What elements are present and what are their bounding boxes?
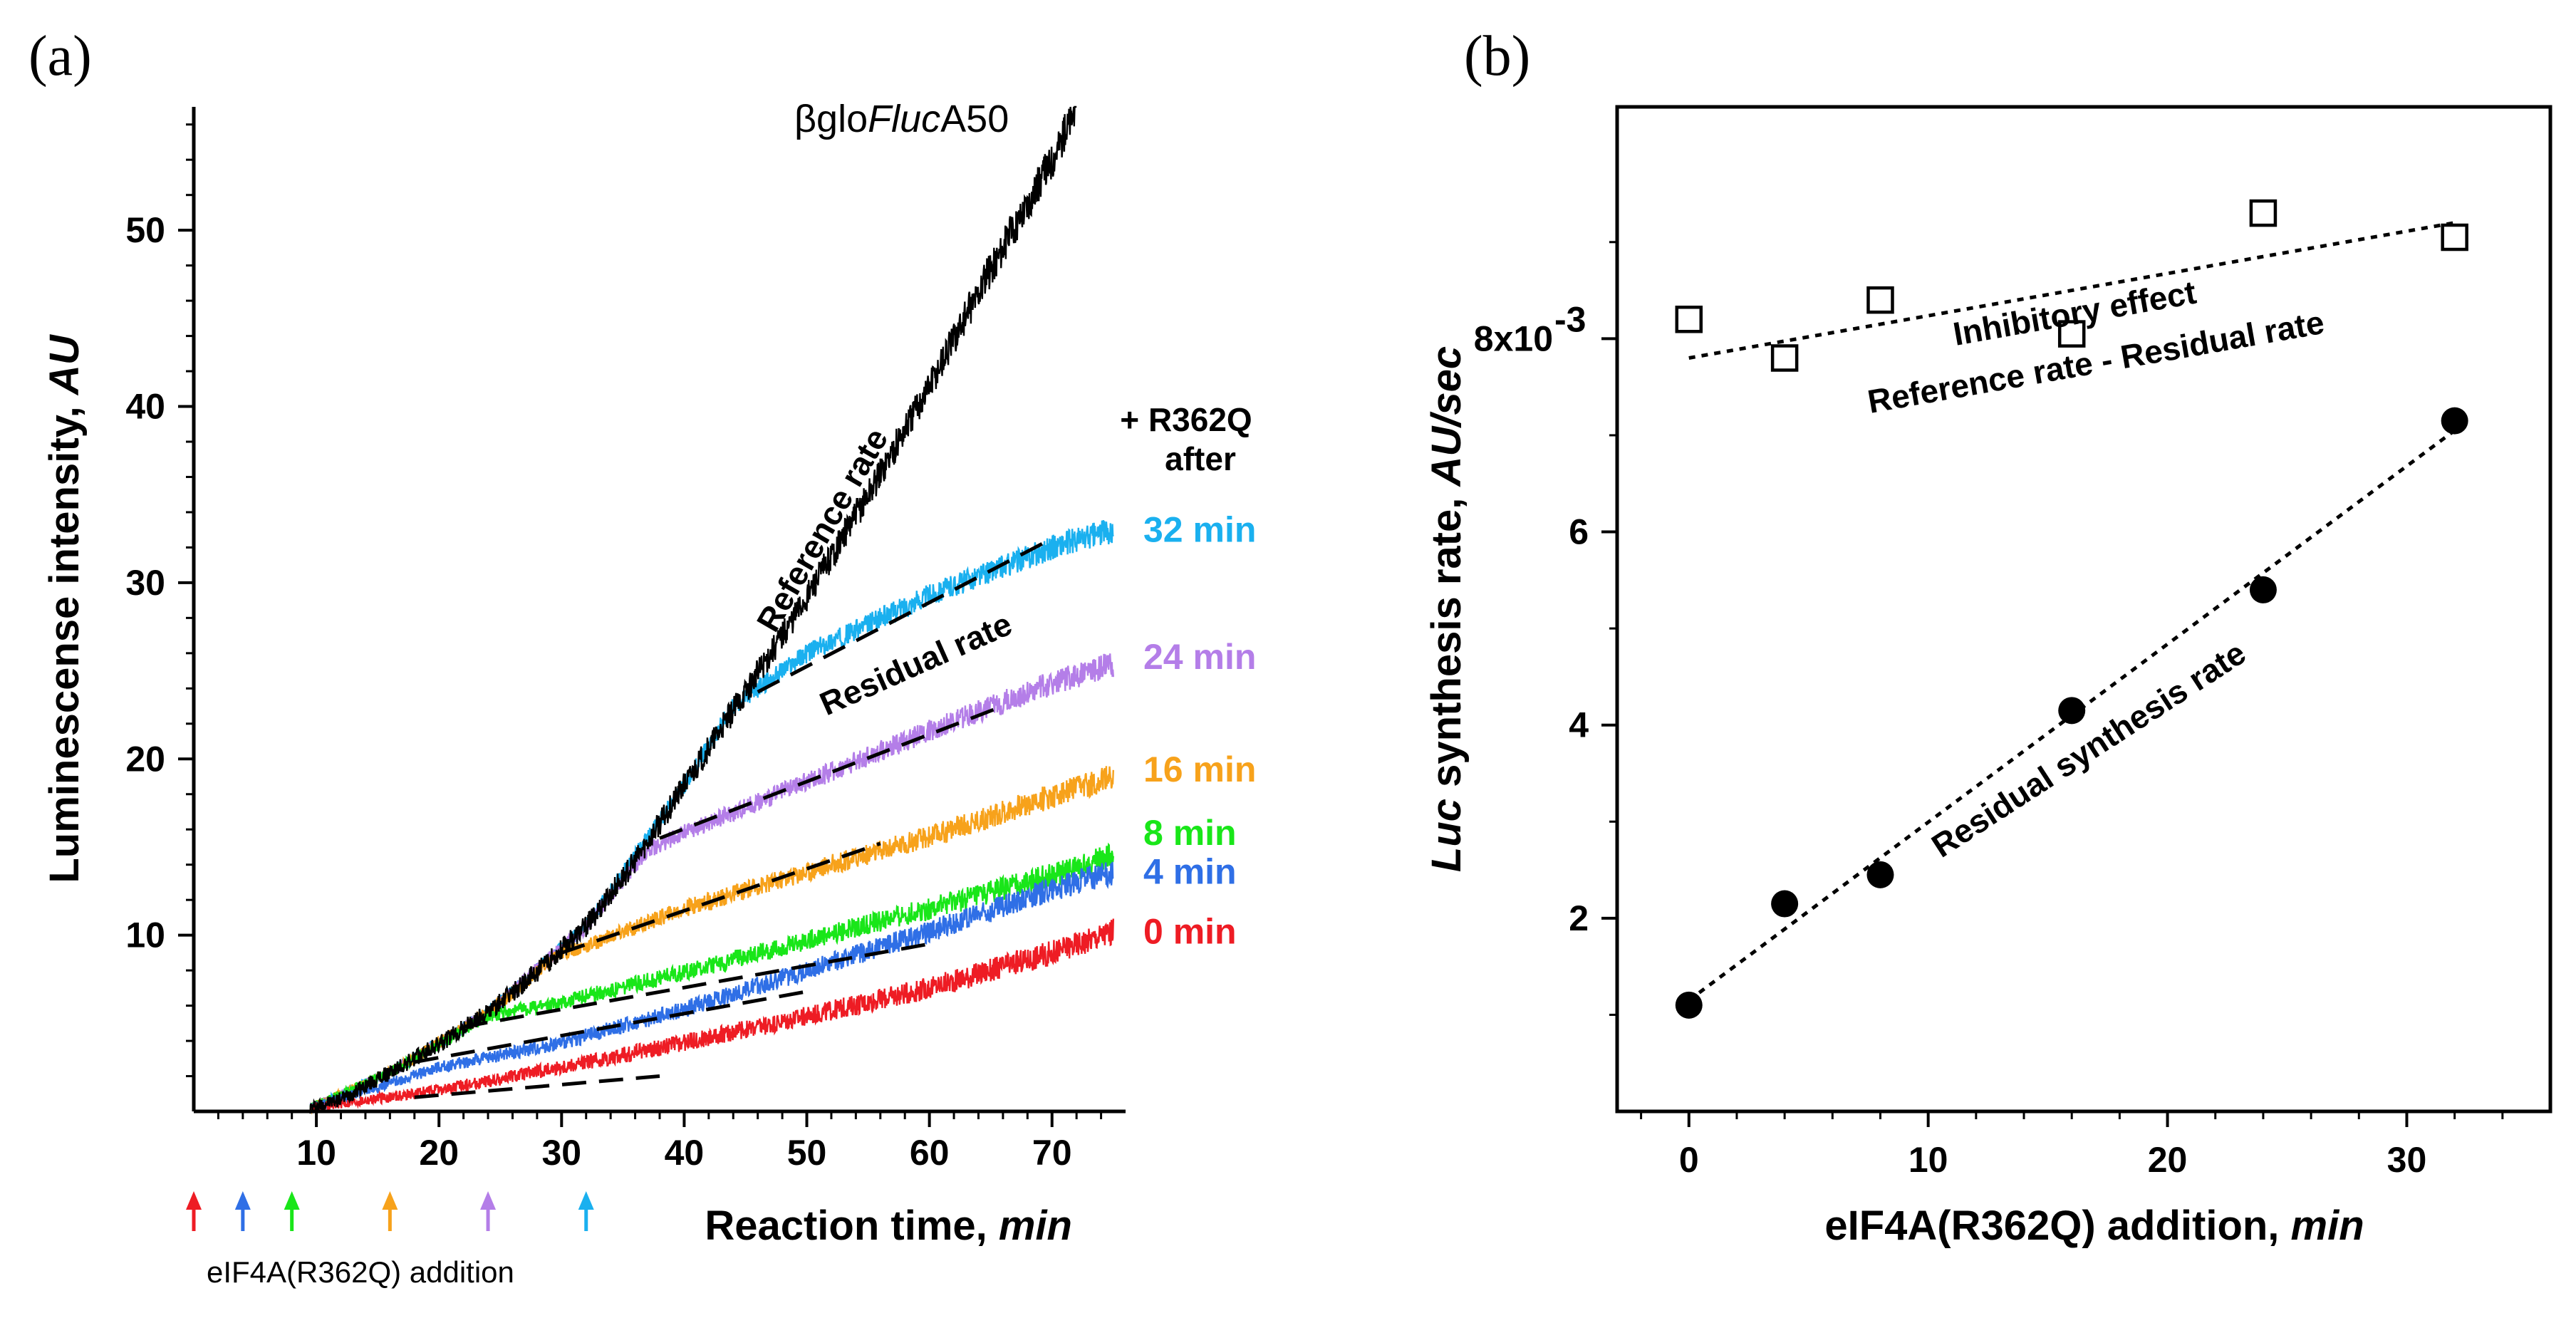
addition-arrow-head-5 [578,1191,594,1210]
fit-line-4 [659,704,1004,840]
label-32-min: 32 min [1143,510,1256,550]
b-x-tick-label-20: 20 [2148,1140,2188,1180]
b-x-tick-label-10: 10 [1908,1140,1948,1180]
panel-a-ticks: 10 20 30 40 50 60 70 10 20 30 40 50 [125,123,1103,1173]
inhibitory-point-3 [2057,320,2086,348]
a-y-tick-label-50: 50 [125,210,165,250]
inhibitory-point-1 [1770,344,1799,372]
fit-line-3 [561,841,881,955]
fit-line-5 [757,536,1053,694]
a-x-tick-label-60: 60 [910,1133,950,1173]
panel-a-label: (a) [28,25,92,88]
a-y-tick-label-30: 30 [125,563,165,603]
addition-arrows [186,1191,594,1231]
residual-synthesis-annotation: Residual synthesis rate [1925,634,2252,864]
series-reference [309,105,1077,1114]
residual-point-4 [2249,576,2277,603]
residual-point-5 [2441,407,2468,435]
b-x-tick-label-30: 30 [2387,1140,2427,1180]
label-8-min: 8 min [1143,813,1237,853]
panel-a-y-axis-title: Luminescense intensity, AU [41,333,88,883]
b-y-tick-exponent: -3 [1554,299,1586,339]
panel-a-fit-lines [414,536,1053,1099]
panel-b: (b) 0 10 20 30 2 4 6 8x10 -3 eIF4A(R362Q) additi… [1423,25,2552,1249]
b-y-tick-label-8: 8x10 [1474,318,1553,358]
panel-a-construct-title: βgloFlucA50 [794,98,1009,140]
b-y-tick-label-4: 4 [1569,705,1589,745]
reference-rate-annotation: Reference rate [749,422,895,638]
b-x-tick-label-0: 0 [1679,1140,1699,1180]
panel-b-ticks: 0 10 20 30 2 4 6 8x10 -3 [1474,241,2504,1180]
inhibitory-point-5 [2441,223,2468,251]
a-x-tick-label-30: 30 [542,1133,582,1173]
panel-b-y-axis-title: Luc synthesis rate, AU/sec [1423,346,1470,872]
inhibitory-point-0 [1675,306,1703,333]
panel-b-points [1675,199,2468,1019]
fit-line-0 [414,1074,660,1099]
label-4-min: 4 min [1143,852,1237,892]
residual-point-0 [1675,991,1703,1019]
b-fit-0 [1688,221,2456,360]
fit-line-2 [463,942,930,1029]
label-0-min: 0 min [1143,912,1237,952]
panel-a-x-axis-title: Reaction time, min [705,1203,1072,1249]
series-0-min [309,918,1114,1114]
inhibitory-point-2 [1866,286,1894,314]
residual-point-1 [1771,890,1799,918]
label-16-min: 16 min [1143,749,1256,789]
addition-arrow-head-2 [284,1191,300,1210]
a-x-tick-label-40: 40 [665,1133,705,1173]
a-x-tick-label-20: 20 [419,1133,459,1173]
a-x-tick-label-70: 70 [1032,1133,1072,1173]
addition-caption: eIF4A(R362Q) addition [207,1255,514,1289]
residual-point-2 [1866,861,1894,888]
fit-line-1 [414,990,807,1064]
panel-b-frame [1615,105,2552,1114]
addition-arrow-head-3 [382,1191,398,1210]
a-y-tick-label-10: 10 [125,915,165,955]
legend-header-line-1: + R362Q [1120,401,1252,438]
b-y-tick-label-2: 2 [1569,898,1589,938]
series-4-min [309,861,1114,1114]
legend-header-line-2: after [1165,440,1236,477]
addition-arrow-head-4 [480,1191,497,1210]
addition-arrow-head-0 [186,1191,202,1210]
a-y-tick-label-20: 20 [125,739,165,779]
panel-a-series [309,105,1114,1115]
panel-a: (a) 10 20 30 40 50 60 70 10 20 30 40 50 βgloFlucA50… [28,25,1256,1289]
inhibitory-point-4 [2249,199,2278,227]
a-x-tick-label-50: 50 [787,1133,827,1173]
label-24-min: 24 min [1143,637,1256,677]
b-y-tick-label-6: 6 [1569,512,1589,552]
residual-point-3 [2058,697,2086,725]
a-x-tick-label-10: 10 [296,1133,336,1173]
panel-b-x-axis-title: eIF4A(R362Q) addition, min [1824,1203,2364,1249]
panel-b-label: (b) [1464,25,1530,88]
a-y-tick-label-40: 40 [125,387,165,427]
addition-arrow-head-1 [234,1191,251,1210]
